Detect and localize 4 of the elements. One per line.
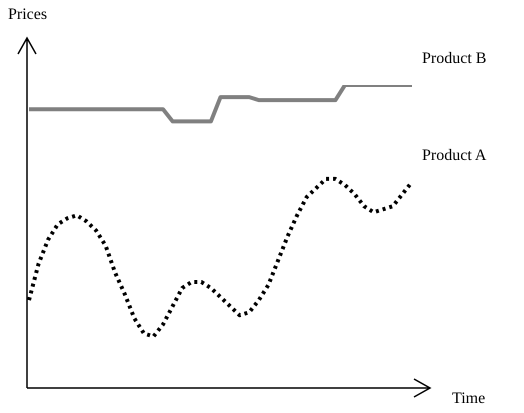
y-axis-title: Prices: [8, 6, 48, 24]
series-label: Product B: [422, 50, 486, 67]
series-label: Product A: [422, 146, 487, 164]
x-axis-title: Time: [452, 390, 486, 408]
